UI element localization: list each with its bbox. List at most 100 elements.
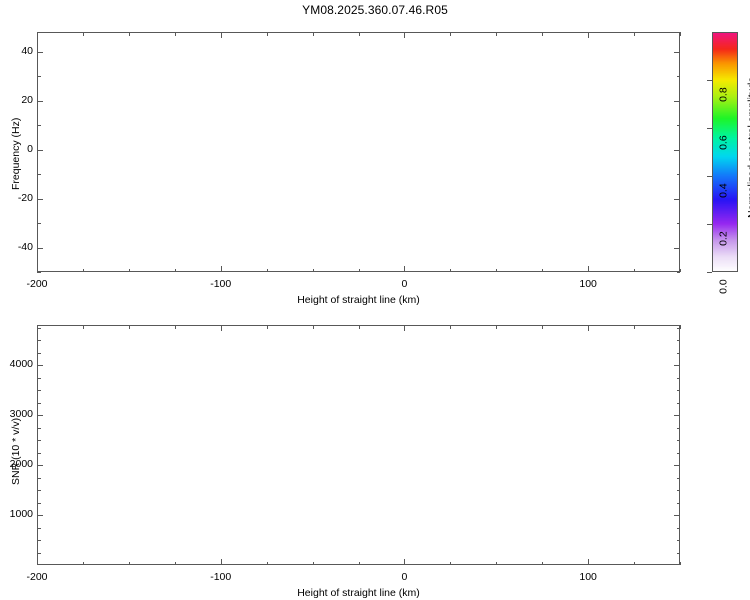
axis-tick-label: -100 [210, 571, 232, 583]
axis-tick [37, 352, 41, 354]
axis-tick [674, 365, 680, 366]
axis-tick [312, 325, 314, 329]
axis-tick [82, 268, 84, 272]
axis-tick [676, 272, 680, 273]
axis-tick [358, 268, 360, 272]
axis-tick [674, 465, 680, 466]
axis-tick [174, 32, 176, 36]
axis-tick [220, 325, 222, 331]
axis-tick [37, 272, 41, 273]
axis-tick [37, 76, 41, 78]
axis-tick [37, 149, 43, 151]
axis-tick [37, 327, 41, 329]
axis-tick [542, 268, 544, 272]
axis-tick [674, 515, 680, 516]
axis-tick [174, 268, 176, 272]
axis-tick [496, 32, 498, 36]
axis-tick-label: 0 [401, 278, 408, 290]
colorbar-tick-label: 0.0 [717, 279, 730, 294]
axis-tick [37, 51, 43, 53]
axis-tick [496, 325, 498, 329]
axis-tick-label: -200 [26, 278, 48, 290]
axis-tick [37, 465, 43, 466]
axis-tick [37, 32, 38, 38]
axis-tick [676, 490, 680, 491]
axis-tick [37, 125, 41, 127]
axis-tick [128, 325, 130, 329]
figure-title: YM08.2025.360.07.46.R05 [302, 3, 448, 17]
axis-tick [674, 415, 680, 416]
axis-tick [37, 490, 41, 491]
axis-tick [542, 32, 544, 36]
axis-tick-label: 100 [579, 571, 597, 583]
axis-tick [676, 552, 680, 554]
axis-tick [676, 527, 680, 529]
axis-tick [404, 266, 406, 272]
axis-tick [37, 174, 41, 176]
axis-tick [707, 176, 712, 177]
axis-tick [128, 32, 130, 36]
axis-tick [450, 325, 452, 329]
axis-tick [676, 377, 680, 379]
axis-tick [588, 266, 590, 272]
axis-tick [266, 268, 268, 272]
axis-tick [404, 559, 406, 565]
axis-tick [676, 174, 680, 176]
spectrogram-frame [37, 32, 680, 272]
colorbar-frame [712, 32, 738, 272]
axis-tick [37, 559, 38, 565]
axis-tick [37, 325, 38, 331]
colorbar-label: Normalized spectral amplitude [746, 76, 750, 218]
axis-tick [680, 32, 681, 36]
axis-tick [676, 340, 680, 341]
axis-tick [634, 325, 636, 329]
axis-tick [37, 415, 43, 416]
axis-tick [676, 390, 680, 391]
axis-tick [674, 51, 680, 53]
axis-tick [707, 272, 712, 273]
axis-tick [674, 100, 680, 102]
axis-tick [404, 325, 406, 331]
axis-tick [542, 561, 544, 565]
axis-tick [37, 247, 43, 249]
spectrogram-ylabel: Frequency (Hz) [10, 117, 22, 190]
axis-tick [128, 268, 130, 272]
axis-tick [707, 224, 712, 225]
axis-tick [676, 76, 680, 78]
axis-tick-label: 1000 [9, 508, 33, 520]
axis-tick [312, 32, 314, 36]
axis-tick-label: -20 [17, 191, 33, 204]
axis-tick-label: 100 [579, 278, 597, 290]
axis-tick [37, 540, 41, 541]
axis-tick [676, 440, 680, 441]
axis-tick [37, 377, 41, 379]
axis-tick [496, 268, 498, 272]
axis-tick [707, 128, 712, 129]
axis-tick [82, 561, 84, 565]
axis-tick [588, 559, 590, 565]
axis-tick [220, 559, 222, 565]
axis-tick [220, 266, 222, 272]
axis-tick [37, 100, 43, 102]
axis-tick [37, 198, 43, 200]
axis-tick [37, 390, 41, 391]
colorbar-tick-label: 0.6 [717, 135, 730, 150]
axis-tick [676, 540, 680, 541]
axis-tick [680, 268, 681, 272]
axis-tick [676, 452, 680, 454]
axis-tick [588, 32, 590, 38]
axis-tick [312, 268, 314, 272]
axis-tick [37, 340, 41, 341]
axis-tick [676, 402, 680, 404]
axis-tick [676, 352, 680, 354]
colorbar-gradient [712, 32, 738, 272]
axis-tick [37, 440, 41, 441]
axis-tick [707, 80, 712, 81]
axis-tick [37, 527, 41, 529]
colorbar-tick-label: 0.8 [717, 87, 730, 102]
axis-tick [676, 477, 680, 479]
axis-tick-label: 0 [27, 142, 33, 155]
axis-tick [680, 561, 681, 565]
axis-tick [588, 325, 590, 331]
